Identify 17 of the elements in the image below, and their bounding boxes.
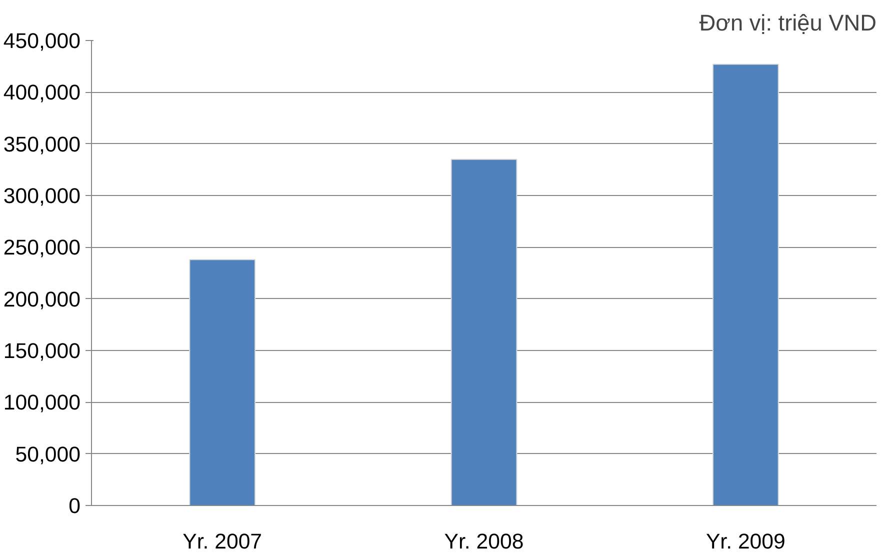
- bar: [189, 259, 256, 506]
- y-tick-label: 450,000: [3, 29, 81, 53]
- y-tick-label: 150,000: [3, 339, 81, 363]
- bar: [450, 158, 518, 506]
- bar: [712, 64, 779, 506]
- x-tick-label: Yr. 2007: [182, 530, 262, 554]
- x-tick-label: Yr. 2009: [706, 530, 786, 554]
- y-tick-label: 350,000: [3, 132, 81, 156]
- y-tick-label: 0: [68, 494, 81, 518]
- text: Đơn vị: triệu VND: [699, 10, 877, 36]
- y-tick-label: 200,000: [3, 287, 81, 312]
- y-tick-label: 400,000: [3, 80, 81, 105]
- y-tick-label: 50,000: [15, 442, 81, 466]
- y-tick-label: 250,000: [3, 236, 81, 260]
- y-tick-label: 300,000: [3, 184, 81, 208]
- y-tick-label: 100,000: [3, 390, 81, 415]
- x-tick-label: Yr. 2008: [444, 530, 524, 554]
